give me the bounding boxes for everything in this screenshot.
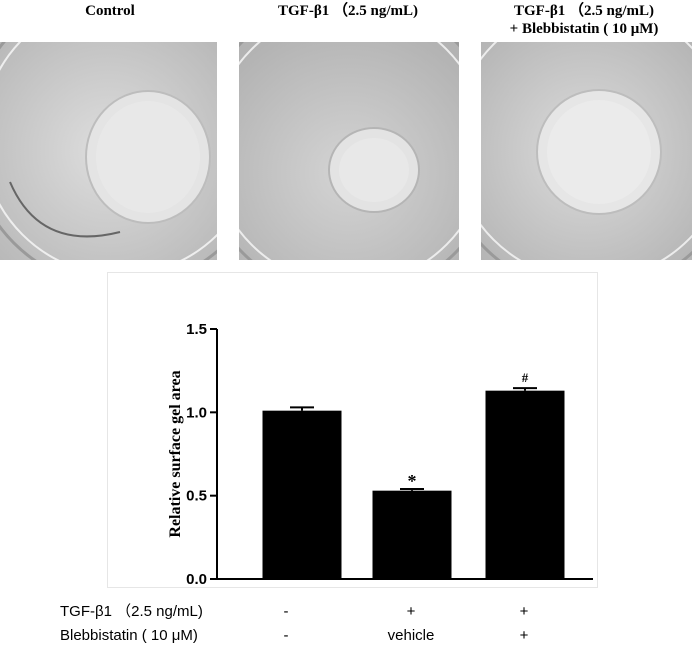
bar-3 — [485, 390, 565, 579]
panel-title-tgf: TGF-β1 （2.5 ng/mL) — [278, 3, 418, 19]
y-tick-label: 0.0 — [186, 571, 207, 588]
panel-subtitle-blebbistatin: + Blebbistatin ( 10 μM) — [509, 21, 659, 37]
chart-frame — [107, 272, 598, 588]
y-axis-label: Relative surface gel area — [167, 370, 184, 537]
y-tick-label: 1.0 — [186, 404, 207, 421]
cell-tgf-vehicle: + — [406, 603, 416, 620]
cell-tgf-control: - — [283, 603, 289, 620]
cell-bleb-control: - — [283, 627, 289, 644]
cell-bleb-blebbistatin: + — [519, 627, 529, 644]
panel-title-control: Control — [85, 3, 135, 19]
photo-tgf — [239, 42, 459, 260]
row-label-tgf: TGF-β1 （2.5 ng/mL) — [60, 603, 203, 620]
bar-2 — [372, 490, 452, 579]
photo-tgf-blebbistatin — [481, 42, 692, 260]
y-tick-label: 1.5 — [186, 321, 207, 338]
y-tick-label: 0.5 — [186, 488, 207, 505]
significance-label-2: * — [408, 471, 417, 491]
bar-chart: 0.0 0.5 1.0 1.5 Relative surface gel area * # — [167, 321, 593, 588]
bar-1 — [262, 410, 342, 579]
photo-control — [0, 42, 217, 260]
cell-tgf-blebbistatin: + — [519, 603, 529, 620]
significance-label-3: # — [522, 370, 529, 385]
panel-title-tgf-blebbistatin: TGF-β1 （2.5 ng/mL) — [514, 3, 654, 19]
cell-bleb-vehicle: vehicle — [387, 627, 435, 644]
row-label-blebbistatin: Blebbistatin ( 10 μM) — [60, 627, 198, 644]
